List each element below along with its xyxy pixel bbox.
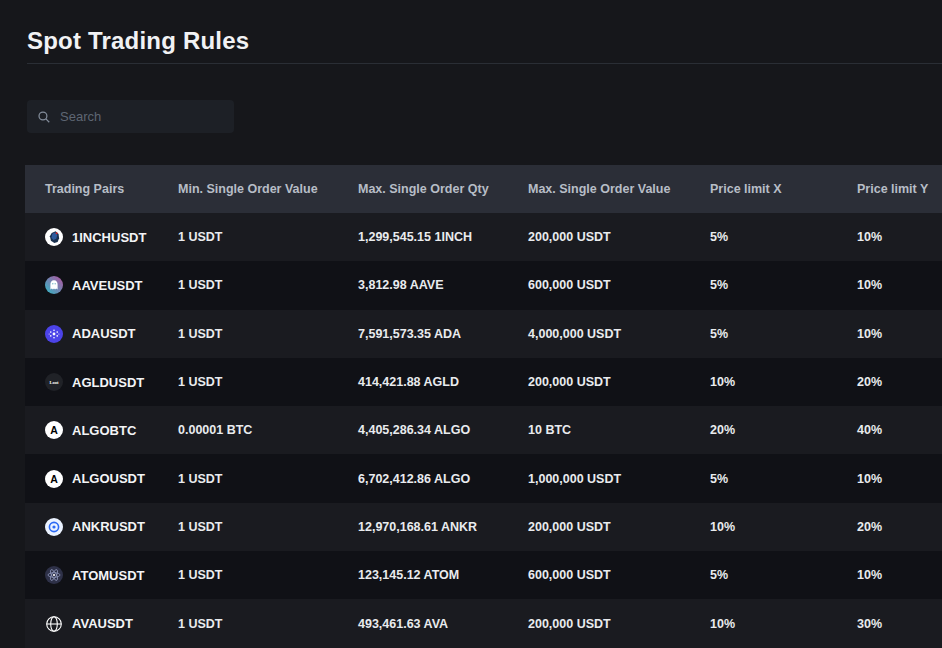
min-order-value-cell: 1 USDT xyxy=(158,327,338,341)
pair-label: ADAUSDT xyxy=(72,326,136,341)
pair-label: ATOMUSDT xyxy=(72,568,144,583)
table-row[interactable]: ANKRUSDT 1 USDT 12,970,168.61 ANKR 200,0… xyxy=(25,503,942,551)
price-limit-y-cell: 10% xyxy=(837,568,942,582)
trading-pair-cell[interactable]: A ALGOUSDT xyxy=(25,470,158,488)
price-limit-y-cell: 20% xyxy=(837,375,942,389)
pair-label: ANKRUSDT xyxy=(72,519,145,534)
min-order-value-cell: 1 USDT xyxy=(158,375,338,389)
pair-label: ALGOBTC xyxy=(72,423,136,438)
price-limit-x-cell: 5% xyxy=(690,278,837,292)
max-order-qty-cell: 414,421.88 AGLD xyxy=(338,375,508,389)
trading-pair-cell[interactable]: AVAUSDT xyxy=(25,615,158,633)
trading-pair-cell[interactable]: Loot AGLDUSDT xyxy=(25,373,158,391)
max-order-value-cell: 200,000 USDT xyxy=(508,230,690,244)
price-limit-x-cell: 10% xyxy=(690,520,837,534)
price-limit-y-cell: 10% xyxy=(837,278,942,292)
max-order-value-cell: 600,000 USDT xyxy=(508,568,690,582)
table-row[interactable]: A ALGOBTC 0.00001 BTC 4,405,286.34 ALGO … xyxy=(25,406,942,454)
max-order-value-cell: 1,000,000 USDT xyxy=(508,472,690,486)
col-header-trading-pairs: Trading Pairs xyxy=(25,182,158,196)
trading-pair-cell[interactable]: AAVEUSDT xyxy=(25,276,158,294)
spot-trading-rules-page: Spot Trading Rules Trading Pairs Min. Si… xyxy=(0,0,942,648)
search-box[interactable] xyxy=(27,100,234,133)
search-input[interactable] xyxy=(58,108,224,125)
algo-icon: A xyxy=(45,470,63,488)
max-order-qty-cell: 493,461.63 AVA xyxy=(338,617,508,631)
title-divider xyxy=(27,63,942,64)
ankr-icon xyxy=(45,518,63,536)
price-limit-y-cell: 40% xyxy=(837,423,942,437)
table-header-row: Trading Pairs Min. Single Order Value Ma… xyxy=(25,165,942,213)
pair-label: ALGOUSDT xyxy=(72,471,145,486)
min-order-value-cell: 1 USDT xyxy=(158,520,338,534)
table-row[interactable]: 1INCHUSDT 1 USDT 1,299,545.15 1INCH 200,… xyxy=(25,213,942,261)
price-limit-y-cell: 10% xyxy=(837,327,942,341)
trading-pair-cell[interactable]: ADAUSDT xyxy=(25,325,158,343)
price-limit-y-cell: 30% xyxy=(837,617,942,631)
max-order-qty-cell: 4,405,286.34 ALGO xyxy=(338,423,508,437)
price-limit-x-cell: 10% xyxy=(690,375,837,389)
price-limit-x-cell: 5% xyxy=(690,230,837,244)
col-header-max-single-order-value: Max. Single Order Value xyxy=(508,182,690,196)
pair-label: 1INCHUSDT xyxy=(72,230,146,245)
price-limit-x-cell: 5% xyxy=(690,472,837,486)
ava-icon xyxy=(45,615,63,633)
price-limit-x-cell: 5% xyxy=(690,568,837,582)
trading-pair-cell[interactable]: ATOMUSDT xyxy=(25,566,158,584)
price-limit-x-cell: 5% xyxy=(690,327,837,341)
max-order-value-cell: 200,000 USDT xyxy=(508,617,690,631)
table-row[interactable]: A ALGOUSDT 1 USDT 6,702,412.86 ALGO 1,00… xyxy=(25,454,942,502)
price-limit-y-cell: 10% xyxy=(837,230,942,244)
col-header-max-single-order-qty: Max. Single Order Qty xyxy=(338,182,508,196)
max-order-qty-cell: 12,970,168.61 ANKR xyxy=(338,520,508,534)
min-order-value-cell: 1 USDT xyxy=(158,568,338,582)
table-row[interactable]: AVAUSDT 1 USDT 493,461.63 AVA 200,000 US… xyxy=(25,599,942,647)
col-header-min-single-order-value: Min. Single Order Value xyxy=(158,182,338,196)
price-limit-y-cell: 20% xyxy=(837,520,942,534)
pair-label: AAVEUSDT xyxy=(72,278,143,293)
table-row[interactable]: AAVEUSDT 1 USDT 3,812.98 AAVE 600,000 US… xyxy=(25,261,942,309)
table-row[interactable]: ATOMUSDT 1 USDT 123,145.12 ATOM 600,000 … xyxy=(25,551,942,599)
pair-label: AGLDUSDT xyxy=(72,375,144,390)
price-limit-x-cell: 20% xyxy=(690,423,837,437)
max-order-qty-cell: 1,299,545.15 1INCH xyxy=(338,230,508,244)
algo-icon: A xyxy=(45,421,63,439)
trading-pair-cell[interactable]: ANKRUSDT xyxy=(25,518,158,536)
max-order-value-cell: 200,000 USDT xyxy=(508,520,690,534)
1inch-icon xyxy=(45,228,63,246)
pair-label: AVAUSDT xyxy=(72,616,133,631)
max-order-qty-cell: 7,591,573.35 ADA xyxy=(338,327,508,341)
ada-icon xyxy=(45,325,63,343)
table-row[interactable]: ADAUSDT 1 USDT 7,591,573.35 ADA 4,000,00… xyxy=(25,310,942,358)
col-header-price-limit-x: Price limit X xyxy=(690,182,837,196)
max-order-qty-cell: 6,702,412.86 ALGO xyxy=(338,472,508,486)
price-limit-x-cell: 10% xyxy=(690,617,837,631)
page-title: Spot Trading Rules xyxy=(27,27,249,55)
search-icon xyxy=(37,110,51,124)
price-limit-y-cell: 10% xyxy=(837,472,942,486)
max-order-value-cell: 4,000,000 USDT xyxy=(508,327,690,341)
max-order-value-cell: 200,000 USDT xyxy=(508,375,690,389)
min-order-value-cell: 0.00001 BTC xyxy=(158,423,338,437)
min-order-value-cell: 1 USDT xyxy=(158,230,338,244)
min-order-value-cell: 1 USDT xyxy=(158,472,338,486)
max-order-qty-cell: 3,812.98 AAVE xyxy=(338,278,508,292)
max-order-qty-cell: 123,145.12 ATOM xyxy=(338,568,508,582)
trading-pair-cell[interactable]: 1INCHUSDT xyxy=(25,228,158,246)
min-order-value-cell: 1 USDT xyxy=(158,278,338,292)
atom-icon xyxy=(45,566,63,584)
max-order-value-cell: 10 BTC xyxy=(508,423,690,437)
min-order-value-cell: 1 USDT xyxy=(158,617,338,631)
svg-text:Loot: Loot xyxy=(49,380,59,385)
table-row[interactable]: Loot AGLDUSDT 1 USDT 414,421.88 AGLD 200… xyxy=(25,358,942,406)
aave-icon xyxy=(45,276,63,294)
svg-text:A: A xyxy=(50,472,58,484)
svg-text:A: A xyxy=(50,424,58,436)
table-body: 1INCHUSDT 1 USDT 1,299,545.15 1INCH 200,… xyxy=(25,213,942,648)
max-order-value-cell: 600,000 USDT xyxy=(508,278,690,292)
agld-icon: Loot xyxy=(45,373,63,391)
trading-rules-table: Trading Pairs Min. Single Order Value Ma… xyxy=(25,165,942,648)
col-header-price-limit-y: Price limit Y xyxy=(837,182,942,196)
trading-pair-cell[interactable]: A ALGOBTC xyxy=(25,421,158,439)
